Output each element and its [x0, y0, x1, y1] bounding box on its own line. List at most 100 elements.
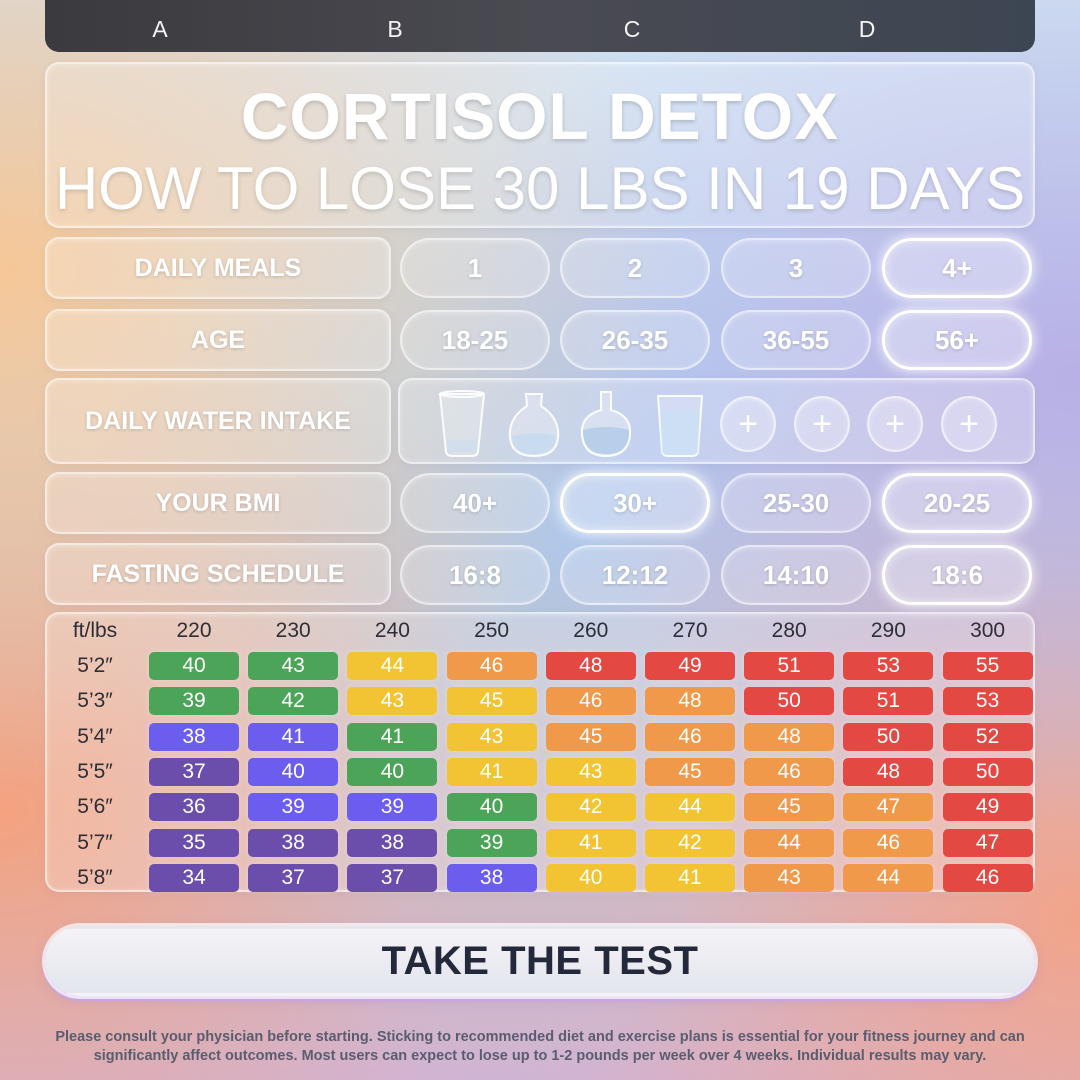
bmi-cell: 45 [545, 722, 636, 751]
bmi-cell: 46 [942, 863, 1033, 892]
fasting-option-16-8[interactable]: 16:8 [400, 545, 550, 605]
meals-option-2[interactable]: 2 [560, 238, 710, 298]
bmi-cell: 35 [149, 828, 239, 857]
column-letter-a: A [152, 16, 168, 42]
bmi-cell: 39 [149, 687, 239, 716]
bmi-cell: 48 [744, 722, 835, 751]
bmi-cell: 48 [545, 652, 636, 680]
bmi-cell: 38 [446, 863, 537, 892]
page-subtitle: HOW TO LOSE 30 LBS IN 19 DAYS [54, 155, 1026, 222]
bmi-cell: 43 [347, 687, 438, 716]
bmi-cell: 40 [149, 652, 239, 680]
bmi-cell: 43 [545, 757, 636, 786]
bmi-cell: 41 [446, 757, 537, 786]
bmi-cell: 45 [645, 757, 735, 786]
bmi-cell: 45 [446, 687, 537, 716]
take-test-button[interactable]: TAKE THE TEST [45, 926, 1035, 996]
bmi-option-40-plus[interactable]: 40+ [400, 473, 550, 533]
add-water-button-1[interactable]: + [720, 396, 776, 452]
fasting-option-14-10[interactable]: 14:10 [721, 545, 871, 605]
bmi-label: YOUR BMI [45, 472, 391, 534]
add-water-button-2[interactable]: + [794, 396, 850, 452]
bmi-cell: 41 [645, 863, 735, 892]
page-title: CORTISOL DETOX [240, 79, 840, 153]
bmi-cell: 50 [744, 687, 835, 716]
column-letter-b: B [387, 16, 403, 42]
age-option-56-plus[interactable]: 56+ [882, 310, 1032, 370]
bmi-cell: 46 [843, 828, 934, 857]
bmi-cell: 55 [942, 652, 1033, 680]
bmi-cell: 49 [645, 652, 735, 680]
meals-option-3[interactable]: 3 [721, 238, 871, 298]
bmi-cell: 46 [545, 687, 636, 716]
bmi-cell: 46 [446, 652, 537, 680]
age-option-26-35[interactable]: 26-35 [560, 310, 710, 370]
empty-glass-icon[interactable] [432, 388, 492, 458]
height-header: 5’4″ [77, 724, 113, 748]
water-intake-label: DAILY WATER INTAKE [45, 378, 391, 464]
height-header: 5’7″ [77, 830, 113, 854]
bmi-cell: 48 [645, 687, 735, 716]
bmi-cell: 38 [149, 722, 239, 751]
bmi-cell: 46 [744, 757, 835, 786]
bmi-cell: 44 [744, 828, 835, 857]
bmi-cell: 39 [248, 793, 339, 822]
bmi-cell: 36 [149, 793, 239, 822]
table-corner-label: ft/lbs [72, 619, 118, 642]
bmi-cell: 42 [248, 687, 339, 716]
bmi-cell: 46 [645, 722, 735, 751]
column-letter-c: C [623, 16, 641, 42]
bmi-cell: 48 [843, 757, 934, 786]
bmi-cell: 37 [149, 757, 239, 786]
column-letter-d: D [858, 16, 876, 42]
age-option-18-25[interactable]: 18-25 [400, 310, 550, 370]
bmi-cell: 42 [545, 793, 636, 822]
add-water-button-4[interactable]: + [941, 396, 997, 452]
bmi-cell: 44 [645, 793, 735, 822]
bmi-cell: 51 [744, 652, 835, 680]
bmi-cell: 37 [347, 863, 438, 892]
bmi-cell: 41 [347, 722, 438, 751]
disclaimer-text: Please consult your physician before sta… [55, 1029, 1025, 1064]
age-option-36-55[interactable]: 36-55 [721, 310, 871, 370]
bmi-cell: 53 [843, 652, 934, 680]
bmi-cell: 43 [744, 863, 835, 892]
height-header: 5’3″ [77, 689, 113, 713]
bmi-cell: 40 [248, 757, 339, 786]
fasting-schedule-label: FASTING SCHEDULE [45, 543, 391, 605]
bmi-option-20-25[interactable]: 20-25 [882, 473, 1032, 533]
bmi-cell: 50 [942, 757, 1033, 786]
bmi-cell: 38 [248, 828, 339, 857]
weight-header: 240 [374, 619, 410, 642]
height-header: 5’2″ [77, 654, 113, 677]
fasting-option-18-6[interactable]: 18:6 [882, 545, 1032, 605]
meals-option-1[interactable]: 1 [400, 238, 550, 298]
carafe-icon[interactable] [504, 388, 564, 458]
fasting-option-12-12[interactable]: 12:12 [560, 545, 710, 605]
meals-option-4-plus[interactable]: 4+ [882, 238, 1032, 298]
height-header: 5’8″ [77, 865, 113, 889]
add-water-button-3[interactable]: + [867, 396, 923, 452]
bmi-cell: 38 [347, 828, 438, 857]
age-label: AGE [45, 309, 391, 371]
height-header: 5’5″ [77, 759, 113, 783]
bmi-cell: 43 [446, 722, 537, 751]
bmi-option-25-30[interactable]: 25-30 [721, 473, 871, 533]
bmi-cell: 51 [843, 687, 934, 716]
title-panel: CORTISOL DETOX HOW TO LOSE 30 LBS IN 19 … [45, 62, 1035, 228]
bmi-cell: 43 [248, 652, 339, 680]
height-header: 5’6″ [77, 795, 113, 819]
weight-header: 260 [573, 619, 609, 642]
bmi-cell: 40 [446, 793, 537, 822]
bmi-cell: 39 [347, 793, 438, 822]
bmi-option-30-plus[interactable]: 30+ [560, 473, 710, 533]
bmi-cell: 53 [942, 687, 1033, 716]
weight-header: 270 [672, 619, 708, 642]
weight-header: 220 [176, 619, 212, 642]
weight-header: 300 [970, 619, 1006, 642]
round-flask-icon[interactable] [576, 388, 636, 458]
daily-meals-label: DAILY MEALS [45, 237, 391, 299]
weight-header: 290 [870, 619, 906, 642]
water-glass-icon[interactable] [650, 388, 710, 458]
bmi-cell: 44 [843, 863, 934, 892]
